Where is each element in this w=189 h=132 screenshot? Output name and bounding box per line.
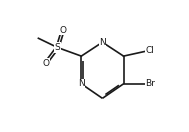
Text: Br: Br: [145, 79, 155, 88]
Text: N: N: [78, 79, 85, 88]
Text: O: O: [59, 26, 66, 35]
Text: N: N: [99, 38, 106, 47]
Text: O: O: [42, 59, 49, 68]
Text: Cl: Cl: [145, 46, 154, 55]
Text: S: S: [55, 43, 60, 52]
